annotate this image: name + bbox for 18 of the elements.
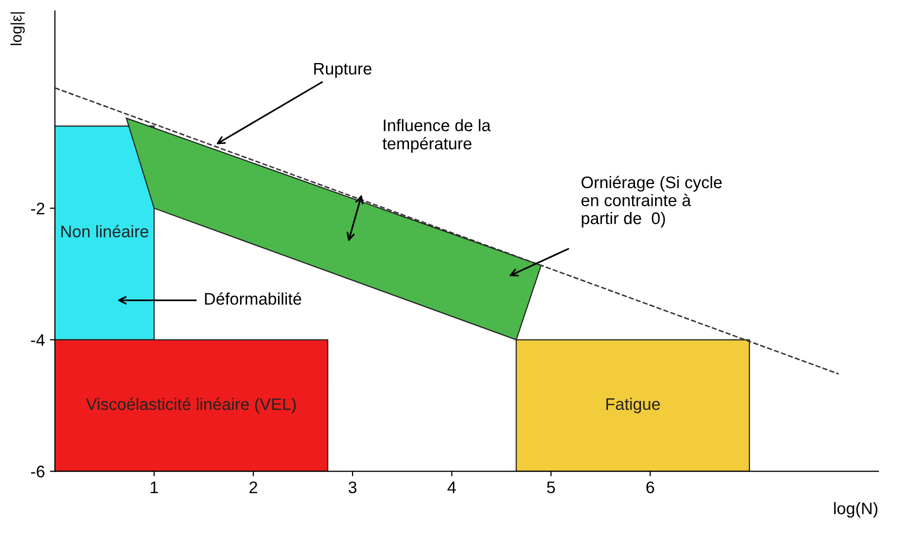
x-axis-title: log(N) (834, 502, 878, 518)
y-tick-label: -6 (31, 466, 44, 478)
x-tick-label: 1 (150, 482, 158, 494)
x-tick-label: 4 (448, 482, 456, 494)
series-label: Non linéaire (61, 224, 148, 238)
annotation: Orniérage (Si cycle en contrainte à partir de 0) (581, 176, 722, 228)
series-label: Fatigue (606, 398, 660, 414)
y-tick-label: -2 (31, 202, 44, 214)
x-tick-label: 6 (646, 481, 654, 494)
x-tick-label: 3 (348, 481, 356, 494)
x-tick-label: 2 (250, 481, 258, 494)
series-label: Viscoélasticité linéaire (VEL) (86, 398, 296, 414)
x-tick-label: 5 (547, 482, 555, 494)
annotation: Influence de la température (382, 119, 491, 153)
y-tick-label: -4 (31, 334, 45, 346)
annotation: Rupture (314, 62, 372, 78)
annotation: Déformabilité (205, 292, 302, 305)
y-axis-title: log|ε| (10, 12, 25, 46)
